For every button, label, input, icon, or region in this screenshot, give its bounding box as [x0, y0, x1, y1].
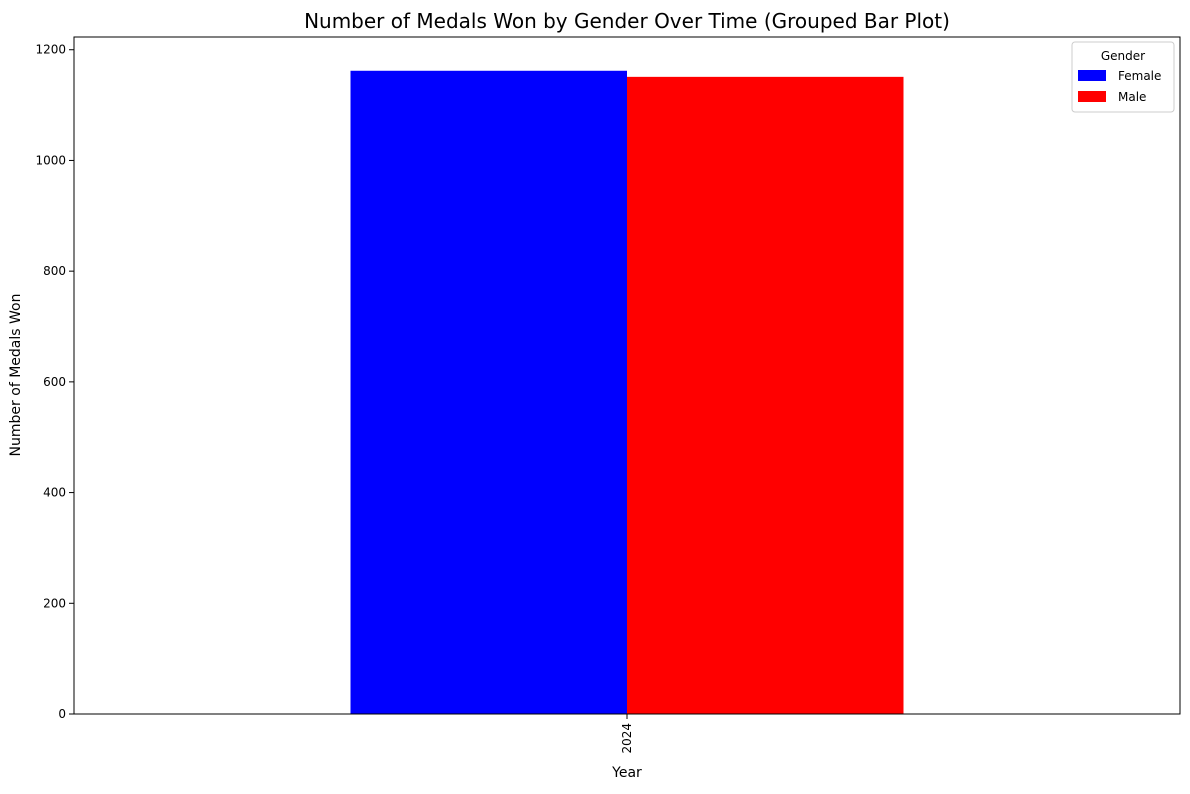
y-tick-label: 0: [58, 707, 66, 721]
y-tick-label: 800: [43, 264, 66, 278]
x-axis-label: Year: [611, 765, 642, 781]
bar-male-2024: [627, 76, 904, 715]
y-tick-label: 1000: [35, 153, 66, 167]
chart-title: Number of Medals Won by Gender Over Time…: [304, 9, 950, 33]
legend-swatch-male: [1078, 91, 1106, 102]
bars-group: [350, 70, 904, 715]
legend-label-male: Male: [1118, 90, 1146, 104]
legend-label-female: Female: [1118, 69, 1161, 83]
legend-swatch-female: [1078, 70, 1106, 81]
legend: Gender Female Male: [1071, 41, 1175, 113]
y-tick-label: 400: [43, 486, 66, 500]
x-tick-label: 2024: [620, 723, 634, 754]
bar-female-2024: [350, 70, 627, 714]
x-axis: 2024: [620, 714, 634, 754]
y-tick-label: 200: [43, 596, 66, 610]
y-tick-label: 600: [43, 375, 66, 389]
legend-title: Gender: [1101, 49, 1145, 63]
y-tick-label: 1200: [35, 43, 66, 57]
y-axis-label: Number of Medals Won: [8, 294, 24, 457]
y-axis: 0 200 400 600 800 1000 1200: [35, 43, 74, 721]
